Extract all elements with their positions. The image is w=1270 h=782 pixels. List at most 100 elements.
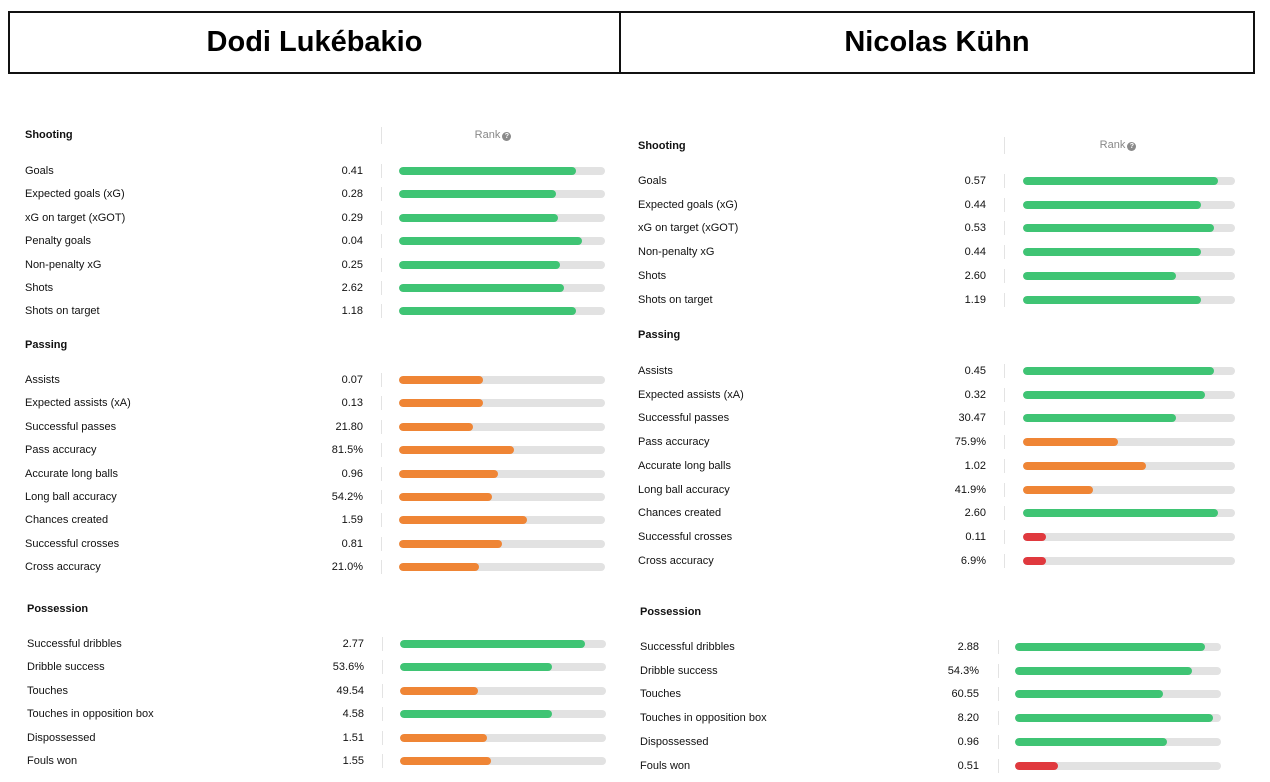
stat-row: Non-penalty xG 0.44: [638, 243, 1235, 261]
stat-divider: [1004, 506, 1005, 520]
stat-label: Fouls won: [640, 760, 691, 772]
rank-bar-fill: [399, 470, 498, 478]
stat-divider: [381, 164, 382, 178]
stat-row: Expected goals (xG) 0.44: [638, 196, 1235, 214]
rank-bar-track: [400, 734, 606, 742]
rank-label: Rank: [474, 129, 501, 141]
stat-value: 0.96: [341, 468, 363, 480]
stat-value: 0.13: [341, 397, 363, 409]
stat-label: Pass accuracy: [25, 444, 97, 456]
stat-row: Assists 0.07: [25, 371, 605, 389]
stat-label: Shots: [25, 282, 54, 294]
rank-divider: [381, 127, 382, 144]
rank-bar-track: [399, 214, 605, 222]
rank-bar-fill: [1023, 438, 1119, 446]
stat-row: Fouls won 0.51: [640, 757, 1221, 775]
stat-value: 1.18: [341, 305, 363, 317]
stat-label: Chances created: [25, 514, 109, 526]
player-name-right: Nicolas Kühn: [844, 26, 1030, 58]
stat-divider: [998, 664, 999, 678]
rank-bar-track: [1015, 738, 1221, 746]
rank-bar-track: [399, 540, 605, 548]
stat-row: Assists 0.45: [638, 362, 1235, 380]
stat-value: 1.59: [341, 514, 363, 526]
rank-bar-track: [1023, 486, 1235, 494]
stat-row: Successful crosses 0.11: [638, 528, 1235, 546]
stat-label: Penalty goals: [25, 235, 92, 247]
section-title-passing: Passing: [638, 329, 681, 341]
rank-bar-track: [1023, 201, 1235, 209]
stat-divider: [998, 759, 999, 773]
stat-value: 0.07: [341, 374, 363, 386]
stat-value: 4.58: [342, 708, 364, 720]
stat-value: 0.11: [965, 531, 986, 543]
stat-label: Successful crosses: [25, 538, 120, 550]
stat-row: Touches 60.55: [640, 685, 1221, 703]
stat-label: Dribble success: [27, 661, 105, 673]
stat-label: Dribble success: [640, 665, 718, 677]
help-icon[interactable]: ?: [502, 132, 512, 141]
rank-bar-track: [400, 710, 606, 718]
rank-bar-track: [1023, 272, 1235, 280]
rank-bar-fill: [399, 399, 484, 407]
rank-bar-track: [399, 446, 605, 454]
stat-row: Pass accuracy 75.9%: [638, 433, 1235, 451]
rank-bar-fill: [1015, 667, 1193, 675]
stat-label: Successful passes: [638, 412, 730, 424]
stat-row: Cross accuracy 6.9%: [638, 552, 1235, 570]
stat-divider: [1004, 530, 1005, 544]
stat-divider: [381, 304, 382, 318]
stat-divider: [1004, 388, 1005, 402]
stat-label: Assists: [638, 365, 673, 377]
stat-label: Non-penalty xG: [25, 259, 102, 271]
stat-label: Expected goals (xG): [638, 199, 738, 211]
rank-header: Rank?: [453, 129, 533, 141]
rank-bar-fill: [1023, 462, 1146, 470]
help-icon[interactable]: ?: [1127, 142, 1137, 151]
stat-row: Touches in opposition box 8.20: [640, 709, 1221, 727]
stat-label: Dispossessed: [640, 736, 709, 748]
rank-header: Rank?: [1078, 139, 1158, 151]
stat-value: 1.19: [964, 294, 986, 306]
rank-bar-fill: [399, 446, 515, 454]
stat-value: 30.47: [958, 412, 986, 424]
rank-bar-track: [1015, 690, 1221, 698]
stat-row: Successful dribbles 2.77: [27, 635, 606, 653]
rank-bar-track: [1023, 177, 1235, 185]
stat-row: Cross accuracy 21.0%: [25, 558, 605, 576]
stat-label: Touches: [27, 685, 68, 697]
stat-row: Long ball accuracy 41.9%: [638, 481, 1235, 499]
rank-bar-fill: [400, 710, 553, 718]
stat-label: Successful crosses: [638, 531, 733, 543]
rank-bar-track: [1023, 438, 1235, 446]
rank-bar-track: [1023, 462, 1235, 470]
rank-bar-track: [1023, 391, 1235, 399]
stat-value: 1.02: [964, 460, 986, 472]
rank-bar-fill: [400, 734, 487, 742]
rank-bar-fill: [399, 516, 527, 524]
stat-value: 1.55: [342, 755, 364, 767]
rank-bar-fill: [399, 540, 502, 548]
stat-label: Cross accuracy: [638, 555, 714, 567]
rank-bar-track: [1023, 224, 1235, 232]
stat-row: Expected assists (xA) 0.32: [638, 386, 1235, 404]
stat-value: 49.54: [336, 685, 364, 697]
rank-bar-track: [1015, 714, 1221, 722]
stat-value: 2.60: [964, 270, 986, 282]
stat-value: 41.9%: [954, 484, 986, 496]
stat-divider: [381, 420, 382, 434]
rank-bar-fill: [399, 237, 583, 245]
rank-bar-track: [399, 493, 605, 501]
rank-bar-track: [1023, 248, 1235, 256]
stat-value: 2.77: [342, 638, 364, 650]
stat-value: 0.45: [964, 365, 986, 377]
rank-bar-fill: [399, 423, 474, 431]
stat-label: xG on target (xGOT): [25, 212, 126, 224]
stat-row: Successful dribbles 2.88: [640, 638, 1221, 656]
rank-bar-track: [399, 284, 605, 292]
rank-bar-track: [400, 663, 606, 671]
section-title-possession: Possession: [27, 603, 89, 615]
stat-divider: [382, 731, 383, 745]
rank-bar-fill: [1023, 557, 1047, 565]
rank-bar-track: [1023, 414, 1235, 422]
